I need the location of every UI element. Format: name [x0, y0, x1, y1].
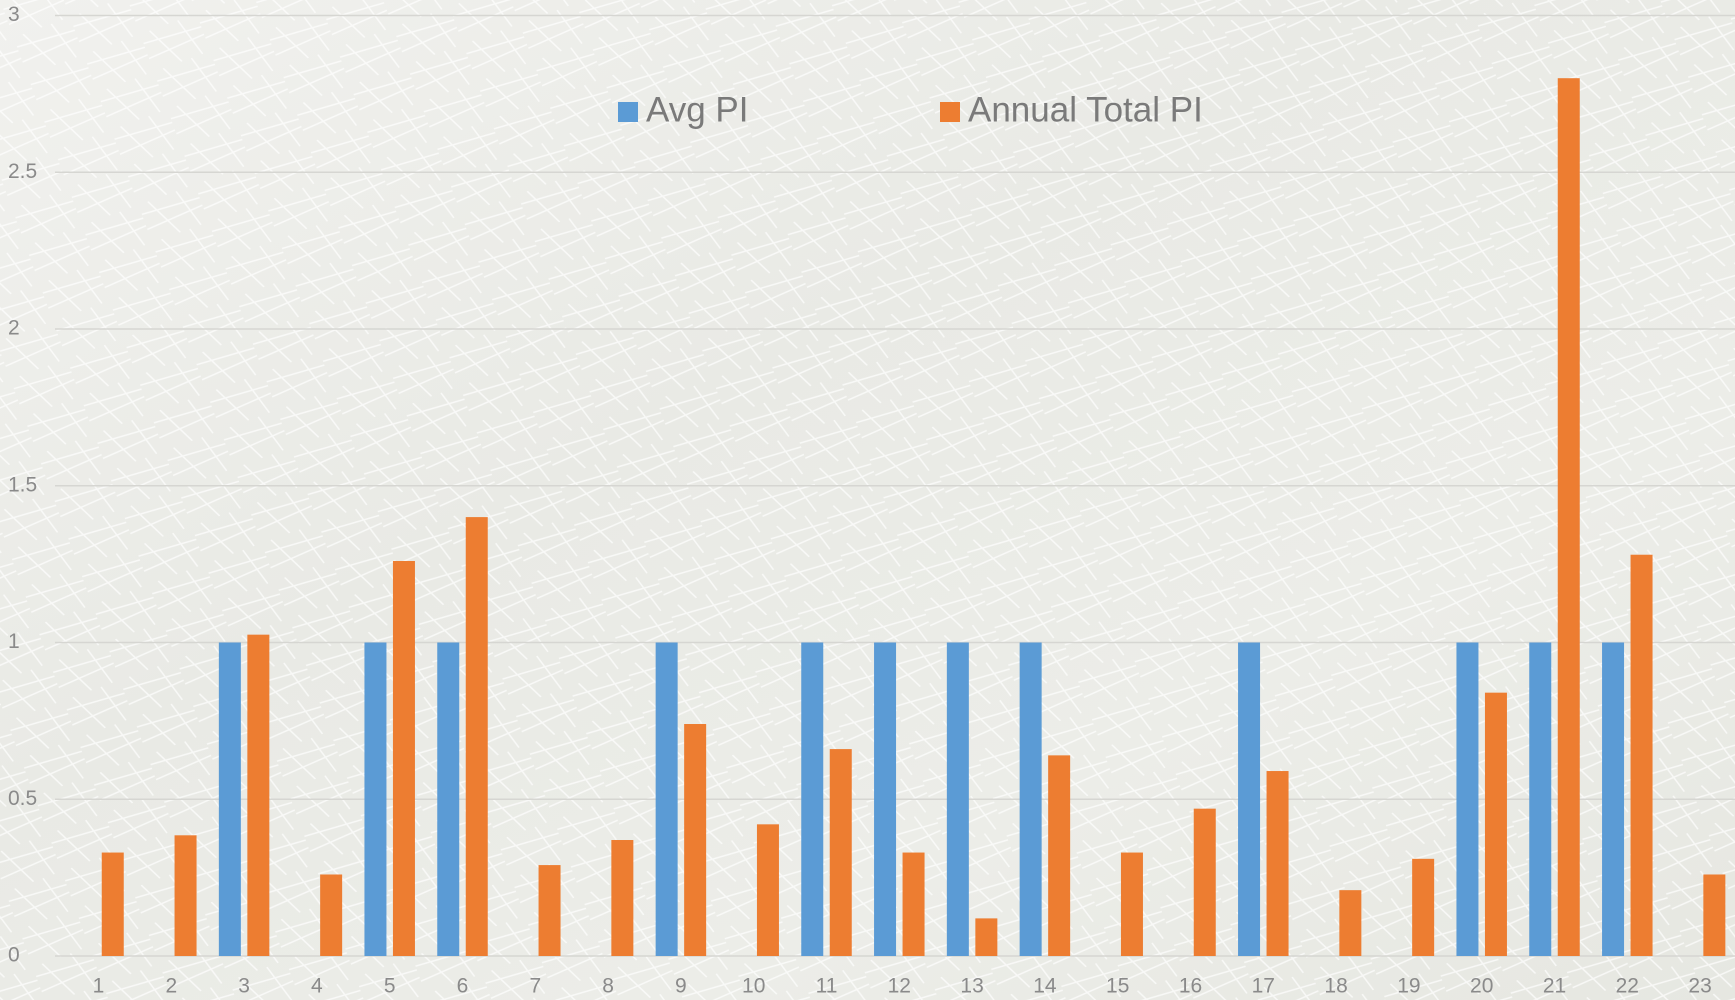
- x-tick-label: 13: [960, 975, 983, 998]
- bar: [1019, 642, 1042, 956]
- bar: [1412, 858, 1435, 956]
- x-tick-label: 12: [888, 975, 911, 998]
- y-tick-label: 0.5: [8, 787, 37, 810]
- x-tick-label: 10: [742, 975, 765, 998]
- bar: [247, 634, 270, 956]
- y-tick-label: 1.5: [8, 473, 37, 496]
- x-tick-label: 17: [1252, 975, 1275, 998]
- bar: [655, 642, 678, 956]
- bar: [902, 852, 925, 956]
- bar: [1484, 692, 1507, 956]
- y-tick-label: 3: [8, 3, 20, 26]
- bar: [1048, 755, 1071, 956]
- bar: [946, 642, 969, 956]
- x-tick-label: 14: [1033, 975, 1057, 998]
- x-tick-label: 1: [93, 975, 105, 998]
- legend-swatch: [940, 102, 960, 122]
- x-tick-label: 16: [1179, 975, 1202, 998]
- bar: [218, 642, 241, 956]
- y-tick-label: 0: [8, 944, 20, 967]
- bar: [1602, 642, 1625, 956]
- x-tick-label: 22: [1616, 975, 1639, 998]
- bar: [538, 865, 561, 956]
- legend-swatch: [618, 102, 638, 122]
- bar: [1557, 78, 1580, 956]
- bar: [1193, 808, 1216, 956]
- bar: [611, 840, 634, 956]
- bar: [437, 642, 460, 956]
- bar: [364, 642, 387, 956]
- x-tick-label: 20: [1470, 975, 1493, 998]
- x-tick-label: 7: [529, 975, 541, 998]
- x-tick-label: 23: [1688, 975, 1711, 998]
- x-tick-label: 18: [1324, 975, 1347, 998]
- bar: [1703, 874, 1726, 956]
- x-tick-label: 4: [311, 975, 323, 998]
- x-tick-label: 6: [457, 975, 469, 998]
- bar: [684, 724, 707, 956]
- y-tick-label: 2: [8, 317, 20, 340]
- y-tick-label: 1: [8, 630, 20, 653]
- bar: [1120, 852, 1143, 956]
- bar: [392, 560, 415, 956]
- bar: [465, 517, 488, 956]
- bar: [1529, 642, 1552, 956]
- bar: [1456, 642, 1479, 956]
- x-tick-label: 15: [1106, 975, 1129, 998]
- bar: [975, 918, 998, 956]
- x-tick-label: 2: [165, 975, 177, 998]
- x-tick-label: 3: [238, 975, 250, 998]
- x-tick-label: 11: [816, 975, 838, 998]
- bar: [1238, 642, 1261, 956]
- bar: [101, 852, 124, 956]
- legend-label: Annual Total PI: [968, 90, 1203, 129]
- bar: [756, 824, 779, 956]
- bar: [801, 642, 824, 956]
- x-tick-label: 5: [384, 975, 396, 998]
- x-tick-label: 8: [602, 975, 614, 998]
- bar: [829, 749, 852, 956]
- x-tick-label: 9: [675, 975, 687, 998]
- x-tick-label: 19: [1397, 975, 1420, 998]
- bar: [1339, 890, 1362, 956]
- legend-label: Avg PI: [646, 90, 748, 129]
- bar: [1266, 771, 1289, 956]
- y-tick-label: 2.5: [8, 160, 37, 183]
- bar: [320, 874, 343, 956]
- bar: [174, 835, 197, 956]
- bar: [1630, 554, 1653, 956]
- bar: [874, 642, 897, 956]
- x-tick-label: 21: [1543, 975, 1566, 998]
